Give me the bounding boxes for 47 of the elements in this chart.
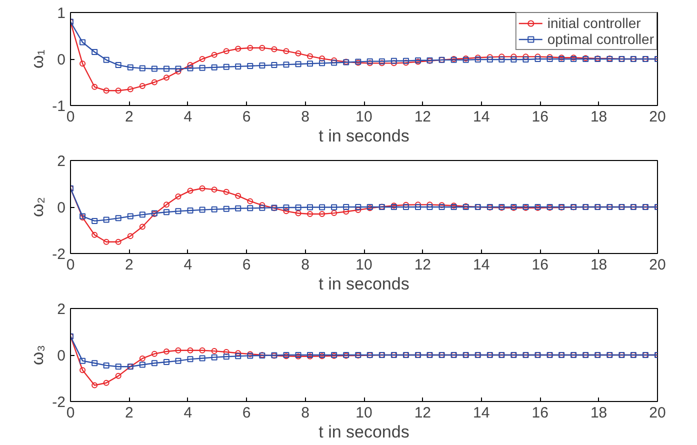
x-tick-label: 20 [649,404,666,422]
x-tick-label: 8 [301,108,310,126]
y-axis-title: ω₁ [28,49,48,69]
x-tick-label: 14 [473,256,490,274]
y-tick-label: 2 [57,301,66,318]
x-tick-label: 14 [473,108,490,126]
y-axis-title: ω₂ [28,197,48,217]
x-tick-label: 10 [356,404,372,422]
x-axis-title: t in seconds [318,126,410,146]
x-tick-label: 8 [301,404,310,422]
x-tick-label: 12 [414,404,432,422]
x-tick-label: 20 [649,108,666,126]
x-tick-label: 14 [473,404,490,422]
x-tick-label: 4 [184,108,192,126]
y-tick-label: -1 [52,98,66,115]
x-tick-label: 18 [590,108,608,126]
y-tick-label: 0 [57,52,66,68]
x-tick-label: 16 [532,404,548,422]
x-tick-label: 20 [649,256,666,274]
y-tick-label: 0 [57,200,66,216]
y-tick-label: 1 [57,5,66,22]
x-tick-label: 8 [301,256,310,274]
y-axis-title: ω₃ [28,344,48,366]
x-tick-label: 6 [242,256,251,274]
x-axis-title: t in seconds [318,274,410,294]
legend-label: optimal controller [547,31,654,47]
x-tick-label: 6 [242,404,251,422]
y-tick-label: 0 [57,348,66,364]
x-tick-label: 10 [356,108,372,126]
x-tick-label: 10 [356,256,372,274]
x-tick-label: 6 [242,108,251,126]
legend-label: initial controller [547,15,641,31]
y-tick-label: -2 [52,246,66,263]
x-axis-title: t in seconds [318,422,410,442]
x-tick-label: 4 [184,256,192,274]
x-tick-label: 18 [590,256,608,274]
x-tick-label: 12 [414,256,432,274]
x-tick-label: 16 [532,108,548,126]
x-tick-label: 18 [590,404,608,422]
y-tick-label: 2 [57,153,66,170]
x-tick-label: 12 [414,108,432,126]
x-tick-label: 16 [532,256,548,274]
x-tick-label: 4 [184,404,192,422]
x-tick-label: 2 [125,108,134,126]
x-tick-label: 2 [125,256,134,274]
y-tick-label: -2 [52,394,66,411]
x-tick-label: 2 [125,404,134,422]
